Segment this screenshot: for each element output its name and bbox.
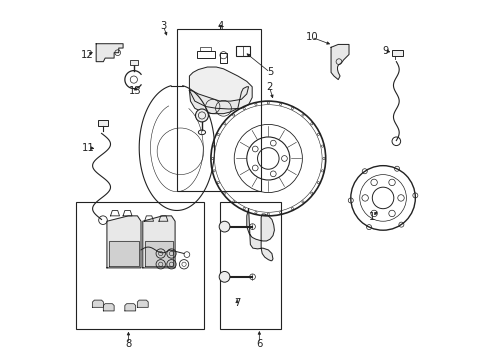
Text: 12: 12 (81, 50, 94, 60)
Polygon shape (190, 87, 248, 114)
Circle shape (196, 109, 208, 122)
Circle shape (219, 221, 230, 232)
Bar (220, 202, 281, 329)
Text: 13: 13 (129, 86, 142, 96)
Text: 7: 7 (234, 298, 240, 308)
Bar (200, 46, 211, 51)
Bar (236, 46, 250, 56)
Text: 5: 5 (267, 67, 273, 77)
Bar (129, 60, 138, 65)
Text: 4: 4 (218, 21, 224, 31)
Polygon shape (103, 304, 114, 311)
Bar (196, 51, 215, 58)
Text: 11: 11 (81, 143, 94, 153)
Polygon shape (125, 304, 136, 311)
Polygon shape (190, 67, 252, 109)
Polygon shape (143, 216, 175, 268)
Text: 1: 1 (369, 212, 375, 221)
Polygon shape (247, 209, 274, 261)
Polygon shape (109, 241, 139, 266)
Bar (177, 30, 261, 191)
Text: 2: 2 (266, 82, 272, 92)
Polygon shape (93, 300, 103, 307)
Polygon shape (137, 300, 148, 307)
Polygon shape (331, 44, 349, 80)
Polygon shape (96, 44, 123, 62)
Bar (76, 202, 204, 329)
Bar (98, 120, 108, 126)
Text: 8: 8 (125, 339, 132, 349)
Text: 10: 10 (305, 32, 318, 42)
Bar (392, 50, 403, 56)
Polygon shape (145, 241, 172, 266)
Bar (220, 53, 227, 63)
Text: 6: 6 (256, 339, 263, 349)
Polygon shape (107, 216, 141, 268)
Text: 3: 3 (160, 21, 167, 31)
Text: 9: 9 (382, 46, 389, 56)
Circle shape (219, 271, 230, 282)
